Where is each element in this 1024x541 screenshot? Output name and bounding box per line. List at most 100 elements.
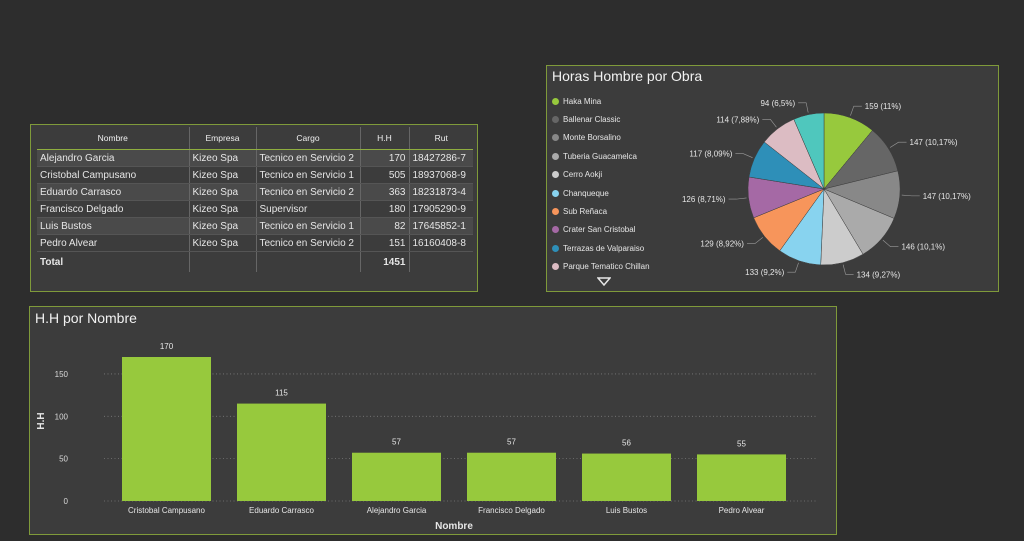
column-header-hh[interactable]: H.H	[360, 127, 410, 150]
y-tick-label: 150	[55, 370, 69, 379]
bar[interactable]	[237, 403, 326, 501]
bar-value-label: 57	[507, 438, 516, 447]
pie-data-label: 94 (6,5%)	[760, 99, 795, 108]
cell-nombre: Alejandro Garcia	[37, 149, 190, 167]
total-hh-value: 1451	[360, 251, 410, 272]
employee-table-panel: Nombre Empresa Cargo H.H Rut Alejandro G…	[30, 124, 478, 292]
cell-hh: 180	[360, 200, 410, 218]
x-tick-label: Cristobal Campusano	[128, 506, 205, 515]
column-header-cargo[interactable]: Cargo	[256, 127, 361, 150]
legend-item[interactable]: Monte Borsalino	[552, 129, 650, 147]
pie-data-label: 147 (10,17%)	[910, 138, 958, 147]
y-tick-label: 100	[55, 412, 69, 421]
legend-label: Sub Reñaca	[563, 207, 608, 217]
cell-rut: 17645852-1	[409, 217, 473, 235]
table-row[interactable]: Eduardo Carrasco Kizeo Spa Tecnico en Se…	[37, 183, 473, 201]
legend-color-dot	[552, 189, 559, 197]
legend-item[interactable]: Ballenar Classic	[552, 110, 650, 128]
column-header-nombre[interactable]: Nombre	[37, 127, 190, 150]
legend-item[interactable]: Crater San Cristobal	[552, 221, 650, 239]
cell-empresa: Kizeo Spa	[189, 200, 257, 218]
table-row[interactable]: Luis Bustos Kizeo Spa Tecnico en Servici…	[37, 217, 473, 235]
cell-empresa: Kizeo Spa	[189, 217, 257, 235]
column-header-rut[interactable]: Rut	[409, 127, 473, 150]
x-tick-label: Alejandro Garcia	[367, 506, 427, 515]
legend-label: Chanqueque	[563, 188, 609, 198]
pie-leader-line	[850, 105, 862, 116]
pie-data-label: 159 (11%)	[865, 102, 902, 111]
legend-item[interactable]: Parque Tematico Chillan	[552, 258, 650, 276]
cell-rut: 17905290-9	[409, 200, 473, 218]
table-row[interactable]: Francisco Delgado Kizeo Spa Supervisor 1…	[37, 200, 473, 218]
bar-chart: 0 50 100 150 H.H Nombre 170 Cristobal Campusano…	[36, 342, 818, 532]
legend-label: Cerro Aokji	[563, 170, 603, 180]
cell-rut: 16160408-8	[409, 234, 473, 252]
legend-color-dot	[552, 263, 559, 271]
legend-color-dot	[552, 244, 559, 252]
cell-cargo: Tecnico en Servicio 2	[256, 183, 361, 201]
bar-value-label: 56	[622, 439, 631, 448]
table-row[interactable]: Pedro Alvear Kizeo Spa Tecnico en Servic…	[37, 234, 473, 252]
pie-chart-panel: 159 (11%) 147 (10,17%) 147 (10,17%) 146 (10…	[546, 65, 999, 292]
pie-data-label: 134 (9,27%)	[857, 270, 901, 279]
pie-leader-line	[901, 194, 920, 197]
cell-empresa: Kizeo Spa	[189, 234, 257, 252]
pie-data-label: 147 (10,17%)	[923, 192, 971, 201]
pie-data-label: 126 (8,71%)	[682, 195, 726, 204]
table-row[interactable]: Alejandro Garcia Kizeo Spa Tecnico en Se…	[37, 149, 473, 167]
legend-label: Ballenar Classic	[563, 115, 621, 125]
legend-label: Monte Borsalino	[563, 133, 621, 143]
bar[interactable]	[697, 454, 786, 501]
cell-empresa: Kizeo Spa	[189, 183, 257, 201]
total-label: Total	[37, 251, 190, 272]
bar-chart-title: H.H por Nombre	[35, 310, 137, 326]
y-axis-label: H.H	[36, 412, 47, 429]
pie-legend: Haka Mina Ballenar Classic Monte Borsalino…	[552, 92, 650, 276]
legend-label: Tuberia Guacamelca	[563, 151, 637, 161]
pie-data-label: 117 (8,09%)	[689, 150, 732, 159]
legend-color-dot	[552, 134, 559, 142]
pie-leader-line	[735, 153, 753, 158]
cell-empresa: Kizeo Spa	[189, 166, 257, 184]
legend-item[interactable]: Chanqueque	[552, 184, 650, 202]
y-tick-label: 50	[59, 455, 68, 464]
legend-color-dot	[552, 208, 559, 216]
bar-value-label: 55	[737, 439, 746, 448]
legend-scroll-down-icon[interactable]	[597, 277, 611, 286]
bar-value-label: 170	[160, 342, 174, 351]
cell-nombre: Eduardo Carrasco	[37, 183, 190, 201]
pie-data-label: 133 (9,2%)	[745, 268, 784, 277]
legend-item[interactable]: Cerro Aokji	[552, 166, 650, 184]
legend-item[interactable]: Terrazas de Valparaiso	[552, 239, 650, 257]
bar[interactable]	[582, 453, 671, 501]
employee-table: Nombre Empresa Cargo H.H Rut Alejandro G…	[37, 127, 473, 272]
pie-leader-line	[762, 118, 777, 128]
x-tick-label: Pedro Alvear	[719, 506, 765, 515]
x-tick-label: Eduardo Carrasco	[249, 506, 314, 515]
legend-item[interactable]: Haka Mina	[552, 92, 650, 110]
pie-slice[interactable]	[793, 112, 825, 190]
cell-rut: 18427286-7	[409, 149, 473, 167]
legend-color-dot	[552, 97, 559, 105]
pie-leader-line	[798, 102, 809, 113]
cell-nombre: Francisco Delgado	[37, 200, 190, 218]
table-row[interactable]: Cristobal Campusano Kizeo Spa Tecnico en…	[37, 166, 473, 184]
cell-empresa: Kizeo Spa	[189, 149, 257, 167]
pie-chart: 159 (11%) 147 (10,17%) 147 (10,17%) 146 (10…	[682, 99, 971, 279]
legend-item[interactable]: Sub Reñaca	[552, 202, 650, 220]
pie-data-label: 129 (8,92%)	[700, 240, 744, 249]
bar[interactable]	[352, 452, 441, 501]
legend-label: Crater San Cristobal	[563, 225, 636, 235]
legend-label: Haka Mina	[563, 96, 602, 106]
legend-item[interactable]: Tuberia Guacamelca	[552, 147, 650, 165]
cell-hh: 151	[360, 234, 410, 252]
bar-chart-panel: 0 50 100 150 H.H Nombre 170 Cristobal Campusano…	[29, 306, 837, 535]
cell-cargo: Tecnico en Servicio 1	[256, 217, 361, 235]
bar[interactable]	[122, 357, 211, 501]
bar[interactable]	[467, 452, 556, 501]
pie-leader-line	[842, 264, 854, 275]
cell-rut: 18937068-9	[409, 166, 473, 184]
column-header-empresa[interactable]: Empresa	[189, 127, 257, 150]
cell-hh: 505	[360, 166, 410, 184]
cell-nombre: Cristobal Campusano	[37, 166, 190, 184]
